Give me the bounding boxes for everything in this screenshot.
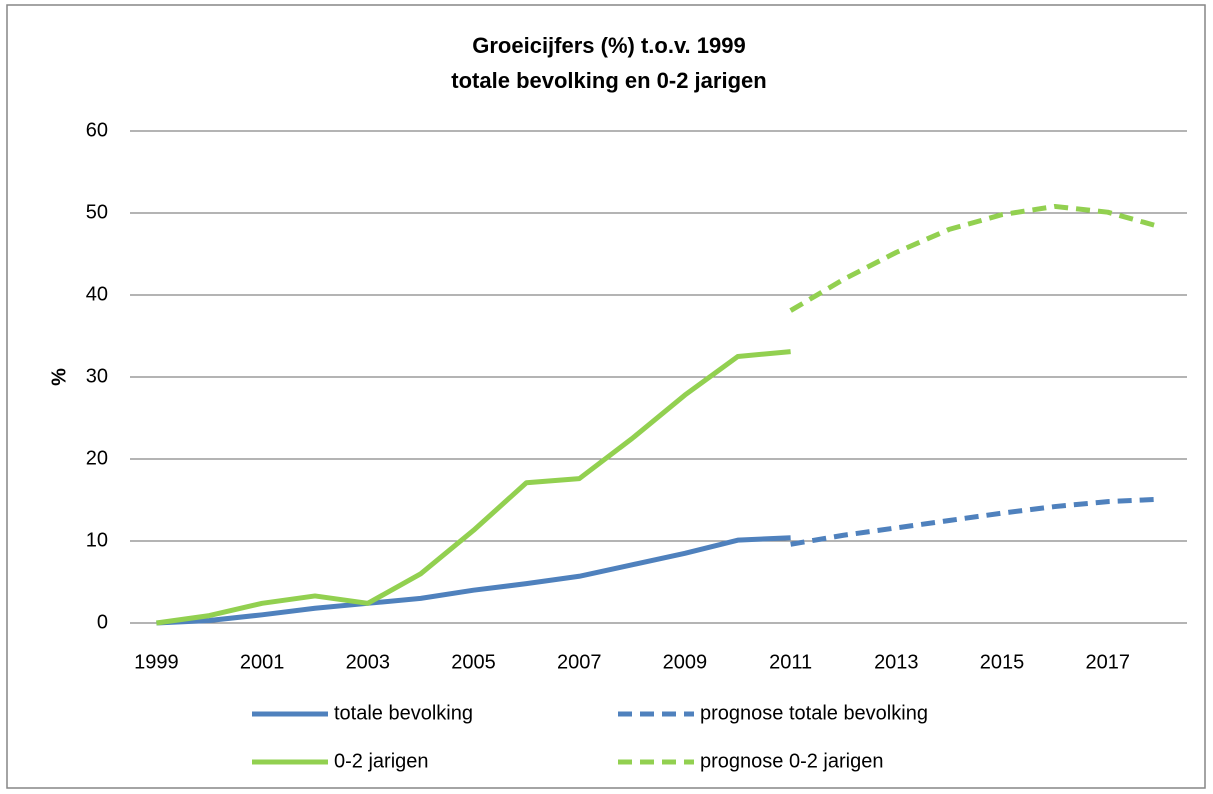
x-tick-label: 2007 — [557, 651, 602, 673]
y-tick-label: 30 — [86, 365, 108, 387]
legend-label: prognose totale bevolking — [700, 702, 928, 724]
x-tick-label: 2015 — [980, 651, 1025, 673]
chart-title: Groeicijfers (%) t.o.v. 1999 — [472, 33, 745, 58]
y-tick-label: 40 — [86, 283, 108, 305]
series-line — [156, 349, 791, 626]
y-tick-label: 20 — [86, 447, 108, 469]
legend-label: totale bevolking — [334, 702, 473, 724]
y-tick-label: 50 — [86, 201, 108, 223]
x-tick-label: 2001 — [240, 651, 285, 673]
y-axis-label: % — [48, 368, 70, 386]
series-line — [790, 496, 1161, 547]
chart-frame — [6, 4, 1206, 789]
x-tick-label: 2017 — [1085, 651, 1130, 673]
series-line — [789, 203, 1162, 313]
legend-label: prognose 0-2 jarigen — [700, 750, 883, 772]
x-tick-label: 2005 — [451, 651, 496, 673]
chart-title: totale bevolking en 0-2 jarigen — [451, 68, 766, 93]
x-tick-label: 2013 — [874, 651, 919, 673]
x-tick-label: 2009 — [663, 651, 708, 673]
legend-label: 0-2 jarigen — [334, 750, 429, 772]
x-tick-label: 2011 — [769, 651, 812, 673]
y-tick-label: 10 — [86, 529, 108, 551]
series-line — [156, 535, 791, 626]
y-tick-label: 0 — [97, 611, 108, 633]
x-tick-label: 1999 — [134, 651, 179, 673]
x-tick-label: 2003 — [346, 651, 391, 673]
y-tick-label: 60 — [86, 119, 108, 141]
